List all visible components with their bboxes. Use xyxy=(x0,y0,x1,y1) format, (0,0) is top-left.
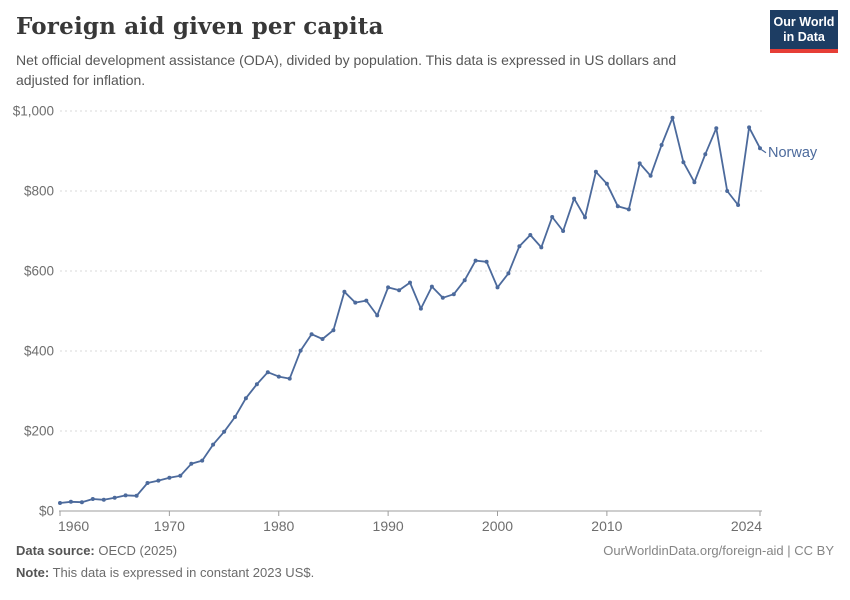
attribution: OurWorldinData.org/foreign-aid | CC BY xyxy=(603,543,834,558)
data-point xyxy=(506,271,511,276)
owid-logo-box: Our World in Data xyxy=(770,10,838,49)
data-point xyxy=(331,328,336,333)
data-point xyxy=(167,475,172,480)
data-point xyxy=(462,278,467,283)
data-source-label: Data source: xyxy=(16,543,95,558)
data-point xyxy=(222,429,227,434)
data-point xyxy=(418,306,423,311)
data-point xyxy=(342,289,347,294)
data-point xyxy=(408,280,412,285)
data-point xyxy=(583,215,587,220)
page-title: Foreign aid given per capita xyxy=(16,13,384,40)
data-point xyxy=(648,173,653,178)
data-point xyxy=(429,284,434,289)
data-point xyxy=(276,374,281,379)
data-point xyxy=(320,337,325,341)
x-axis-label: 2000 xyxy=(482,518,513,534)
data-point xyxy=(440,295,445,300)
data-point xyxy=(265,370,270,375)
data-point xyxy=(725,189,730,193)
owid-logo-line2: in Data xyxy=(783,30,825,44)
data-point xyxy=(386,285,391,290)
data-point xyxy=(747,125,752,130)
data-point xyxy=(615,204,620,209)
y-axis-label: $0 xyxy=(39,504,54,519)
data-point xyxy=(736,203,741,207)
data-point xyxy=(145,481,150,485)
data-point xyxy=(101,497,106,502)
data-point xyxy=(670,115,675,120)
entity-label-connector xyxy=(761,149,767,154)
data-point xyxy=(604,181,609,186)
data-point xyxy=(243,396,248,401)
data-point xyxy=(123,493,128,498)
data-point xyxy=(451,292,456,297)
y-axis-label: $800 xyxy=(24,184,54,199)
data-point xyxy=(659,143,664,147)
owid-logo-line1: Our World xyxy=(773,15,835,29)
data-point xyxy=(353,300,358,305)
data-point xyxy=(517,244,522,249)
data-point xyxy=(68,499,73,504)
y-axis-label: $200 xyxy=(24,424,54,439)
data-point xyxy=(626,207,631,212)
data-point xyxy=(189,461,194,466)
data-point xyxy=(473,258,478,263)
data-point xyxy=(692,180,697,185)
y-axis-label: $400 xyxy=(24,344,54,359)
data-point xyxy=(211,442,216,447)
data-point xyxy=(397,288,402,293)
data-point xyxy=(495,285,500,290)
data-point xyxy=(156,478,161,483)
note-line: Note: This data is expressed in constant… xyxy=(16,562,314,584)
data-source-value: OECD (2025) xyxy=(98,543,178,558)
x-axis-label: 1970 xyxy=(154,518,185,534)
data-source-line: Data source: OECD (2025) xyxy=(16,540,314,562)
data-point xyxy=(758,146,762,151)
data-point xyxy=(593,169,598,174)
data-point xyxy=(561,229,566,233)
data-point xyxy=(539,245,544,250)
data-line xyxy=(59,116,761,504)
data-point xyxy=(287,376,292,381)
y-axis-label: $1,000 xyxy=(13,104,54,119)
x-axis-label: 1990 xyxy=(373,518,404,534)
x-axis-label: 1960 xyxy=(58,518,89,534)
data-point xyxy=(254,382,259,387)
x-axis-label: 2024 xyxy=(731,518,762,534)
data-point xyxy=(550,215,555,219)
data-point xyxy=(309,332,314,337)
data-point xyxy=(364,298,369,303)
chart-footer: Data source: OECD (2025) Note: This data… xyxy=(16,540,314,584)
chart-subtitle: Net official development assistance (ODA… xyxy=(16,52,677,88)
data-point xyxy=(90,497,95,501)
x-axis-label: 1980 xyxy=(263,518,294,534)
note-label: Note: xyxy=(16,565,50,580)
x-axis-label: 2010 xyxy=(591,518,622,534)
data-point xyxy=(200,458,205,463)
data-point xyxy=(637,161,642,166)
data-point xyxy=(681,160,686,165)
entity-label-norway: Norway xyxy=(768,145,818,161)
owid-logo-stripe xyxy=(770,49,838,53)
data-point xyxy=(714,126,719,131)
data-point xyxy=(298,348,303,353)
data-point xyxy=(58,501,62,505)
data-point xyxy=(703,152,708,157)
data-point xyxy=(178,473,183,478)
data-point xyxy=(112,495,117,500)
data-point xyxy=(79,500,84,505)
data-point xyxy=(572,196,577,201)
data-point xyxy=(134,493,139,498)
y-axis-label: $600 xyxy=(24,264,54,279)
line-chart: $0 $200 $400 $600 $800 $1,000 1960 1970 1980 1990… xyxy=(13,104,818,535)
data-point xyxy=(233,415,237,419)
data-point xyxy=(375,313,380,318)
owid-logo: Our World in Data xyxy=(770,10,838,53)
note-value: This data is expressed in constant 2023 … xyxy=(52,565,315,580)
data-point xyxy=(528,233,533,237)
data-point xyxy=(484,259,489,264)
